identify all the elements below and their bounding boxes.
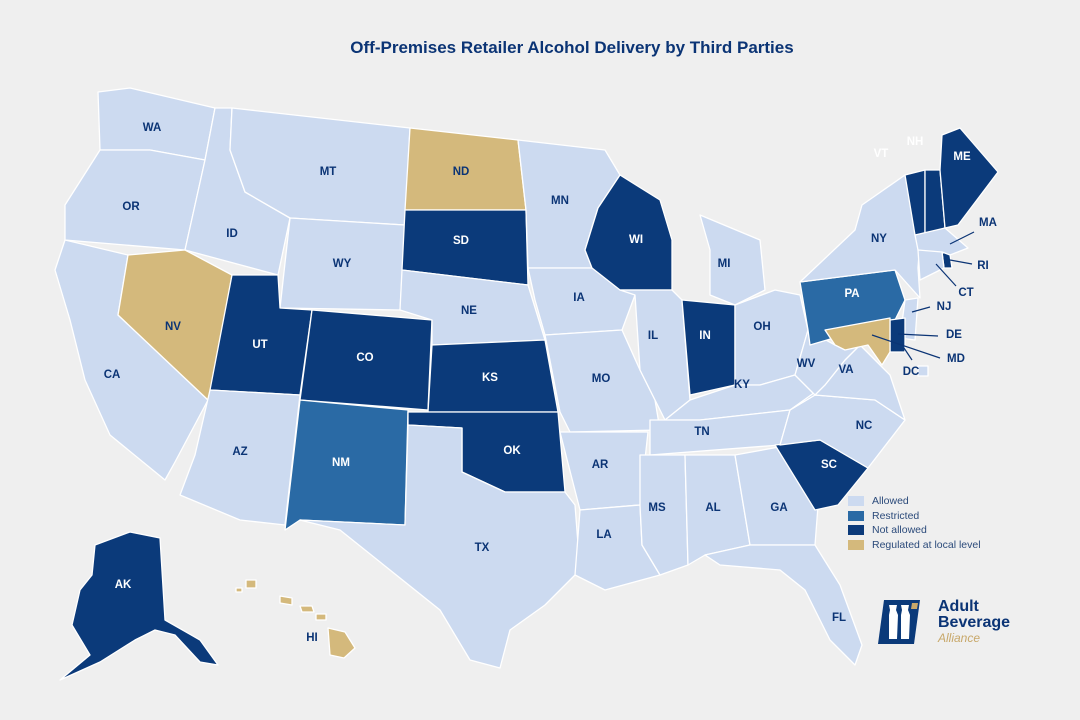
state-label-mn: MN — [551, 195, 569, 207]
state-label-sd: SD — [453, 235, 469, 247]
state-label-wy: WY — [333, 258, 352, 270]
state-ak — [59, 531, 219, 681]
state-dc — [917, 365, 929, 377]
state-label-nm: NM — [332, 457, 350, 469]
brand-name-line3: Alliance — [938, 631, 981, 645]
state-label-ne: NE — [461, 305, 477, 317]
leader-line-de — [897, 333, 939, 337]
state-label-il: IL — [648, 330, 658, 342]
state-label-ca: CA — [104, 369, 121, 381]
state-label-al: AL — [705, 502, 720, 514]
state-tx — [299, 424, 581, 669]
state-label-la: LA — [596, 529, 611, 541]
state-label-fl: FL — [832, 612, 846, 624]
legend-swatch-allowed — [848, 496, 864, 507]
state-md — [824, 317, 891, 366]
state-hi-island — [279, 595, 293, 606]
legend-label-not-allowed: Not allowed — [872, 524, 927, 537]
state-label-mi: MI — [718, 258, 731, 270]
legend-item-allowed: Allowed — [848, 494, 981, 509]
state-label-in: IN — [699, 330, 711, 342]
state-label-ut: UT — [252, 339, 267, 351]
state-label-me: ME — [953, 151, 971, 163]
state-label-ia: IA — [573, 292, 585, 304]
state-label-nc: NC — [856, 420, 873, 432]
legend-item-restricted: Restricted — [848, 509, 981, 524]
state-label-pa: PA — [844, 288, 859, 300]
leader-line-ct — [935, 263, 957, 287]
state-label-wv: WV — [797, 358, 816, 370]
state-label-vt: VT — [874, 148, 889, 160]
state-label-ct: CT — [958, 287, 973, 299]
state-or — [64, 149, 206, 251]
brand-name-line2: Beverage — [938, 614, 1011, 631]
state-label-id: ID — [226, 228, 238, 240]
state-label-nd: ND — [453, 166, 470, 178]
state-label-va: VA — [838, 364, 853, 376]
state-fl — [704, 544, 863, 666]
state-label-hi: HI — [306, 632, 318, 644]
leader-line-md — [871, 334, 941, 359]
legend-swatch-not-allowed — [848, 525, 864, 536]
legend-label-local: Regulated at local level — [872, 538, 981, 551]
state-label-dc: DC — [903, 366, 920, 378]
state-label-co: CO — [356, 352, 373, 364]
map-title: Off-Premises Retailer Alcohol Delivery b… — [350, 38, 794, 57]
legend-item-local: Regulated at local level — [848, 538, 981, 553]
state-hi-island — [299, 605, 315, 613]
state-label-de: DE — [946, 329, 962, 341]
state-hi — [327, 627, 356, 659]
state-az — [179, 389, 301, 526]
brand-name-line1: Adult — [938, 598, 979, 615]
legend-item-not-allowed: Not allowed — [848, 523, 981, 538]
state-label-ak: AK — [115, 579, 132, 591]
legend: Allowed Restricted Not allowed Regulated… — [848, 494, 981, 552]
state-label-nv: NV — [165, 321, 181, 333]
state-label-sc: SC — [821, 459, 837, 471]
state-label-or: OR — [122, 201, 140, 213]
state-hi-island — [315, 613, 327, 621]
bottles-logo-icon — [878, 600, 920, 644]
brand-logo: Adult Beverage Alliance — [876, 594, 1046, 650]
state-label-ms: MS — [648, 502, 666, 514]
legend-label-allowed: Allowed — [872, 495, 909, 508]
state-label-ky: KY — [734, 379, 750, 391]
state-ar — [559, 431, 649, 511]
state-label-wa: WA — [143, 122, 162, 134]
state-label-ma: MA — [979, 217, 997, 229]
state-label-mt: MT — [320, 166, 337, 178]
state-hi-island — [245, 579, 257, 589]
state-label-ks: KS — [482, 372, 498, 384]
state-label-ri: RI — [977, 260, 989, 272]
leader-line-nj — [911, 306, 931, 313]
state-de — [889, 317, 906, 353]
state-label-ny: NY — [871, 233, 887, 245]
state-mi — [699, 214, 766, 306]
state-label-nh: NH — [907, 136, 924, 148]
state-ma — [914, 227, 969, 256]
state-hi-island — [235, 587, 243, 593]
state-mo — [544, 329, 661, 433]
state-label-nj: NJ — [937, 301, 952, 313]
state-label-tn: TN — [694, 426, 709, 438]
state-label-wi: WI — [629, 234, 643, 246]
state-label-tx: TX — [475, 542, 490, 554]
state-me — [939, 127, 999, 229]
state-label-mo: MO — [592, 373, 611, 385]
state-label-md: MD — [947, 353, 965, 365]
state-in — [681, 299, 736, 396]
leader-line-dc — [903, 347, 913, 361]
leader-line-ma — [949, 231, 975, 245]
state-label-ok: OK — [503, 445, 521, 457]
legend-swatch-restricted — [848, 510, 864, 521]
state-label-ar: AR — [592, 459, 609, 471]
state-ct — [917, 249, 945, 281]
legend-label-restricted: Restricted — [872, 509, 920, 522]
state-label-az: AZ — [232, 446, 247, 458]
leader-line-ri — [949, 259, 973, 265]
state-label-ga: GA — [770, 502, 787, 514]
legend-swatch-local — [848, 539, 864, 550]
state-label-oh: OH — [753, 321, 770, 333]
